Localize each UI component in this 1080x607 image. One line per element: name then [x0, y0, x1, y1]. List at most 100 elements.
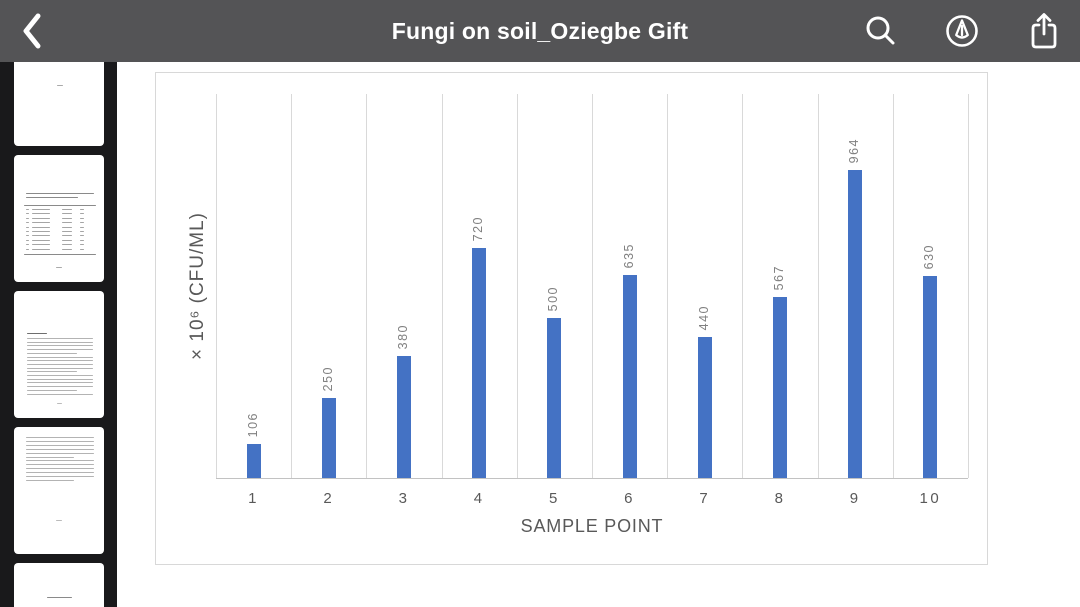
thumbnail-content-line [26, 393, 93, 395]
bar [547, 318, 562, 478]
gridline [366, 94, 368, 478]
thumbnail-content-line [25, 209, 29, 210]
bar-value-label: 635 [621, 242, 636, 268]
thumbnail-content-line [25, 460, 94, 462]
gridline [516, 94, 518, 478]
bar [472, 248, 487, 478]
thumbnail-content-line [26, 386, 93, 387]
thumbnail-content-line [26, 338, 93, 339]
thumbnail-content-line [25, 222, 29, 224]
gridline [592, 94, 593, 478]
x-axis-title: SAMPLE POINT [520, 516, 664, 536]
search-icon [866, 16, 895, 45]
bar [697, 337, 712, 478]
bar [397, 356, 411, 478]
thumbnail-content-line [56, 403, 62, 404]
page-thumbnail-text[interactable] [13, 427, 104, 554]
page-thumbnail-blank[interactable] [13, 563, 104, 607]
thumbnail-content-line [31, 226, 50, 228]
thumbnail-content-line [61, 244, 72, 246]
markup-pen-icon [946, 15, 978, 47]
bar-value-label: 106 [245, 411, 260, 437]
thumbnail-content-line [23, 254, 96, 255]
markup-button[interactable] [944, 11, 980, 51]
x-tick-label: 6 [624, 490, 636, 507]
thumbnail-content-line [79, 248, 84, 250]
thumbnail-content-line [25, 239, 29, 241]
navigation-bar: Fungi on soil_Oziegbe Gift [0, 0, 1080, 62]
gridline [291, 94, 293, 478]
bar-value-label: 720 [471, 215, 486, 241]
thumbnail-content-line [25, 231, 29, 232]
thumbnail-content-line [25, 440, 94, 442]
document-page-chart[interactable]: × 10⁶ (CFU/ML) SAMPLE POINT 106 1 250 2 380 3… [155, 72, 988, 565]
thumbnail-content-line [26, 371, 77, 373]
thumbnail-content-line [26, 382, 93, 384]
bar [848, 170, 863, 478]
thumbnail-content-line [31, 222, 50, 224]
gridline [817, 94, 819, 478]
thumbnail-content-line [26, 349, 93, 350]
x-tick-label: 10 [919, 490, 942, 507]
thumbnail-content-line [79, 226, 84, 228]
thumbnail-content-line [79, 244, 84, 246]
bar-value-label: 630 [922, 243, 937, 269]
thumbnail-content-line [31, 235, 50, 237]
thumbnail-content-line [31, 231, 50, 232]
thumbnail-content-line [31, 244, 50, 246]
document-viewer[interactable]: × 10⁶ (CFU/ML) SAMPLE POINT 106 1 250 2 380 3… [117, 62, 1080, 607]
thumbnail-content-line [56, 85, 63, 86]
thumbnail-content-line [79, 235, 84, 237]
thumbnail-content-line [61, 248, 72, 250]
thumbnail-content-line [55, 520, 62, 521]
bar [773, 297, 787, 478]
chevron-left-icon [23, 13, 41, 49]
thumbnail-content-line [79, 209, 84, 210]
thumbnail-content-line [26, 356, 93, 358]
bar [246, 444, 261, 478]
thumbnail-content-line [61, 209, 72, 210]
gridline [742, 94, 744, 478]
thumbnail-content-line [31, 248, 50, 250]
thumbnail-content-line [26, 352, 77, 354]
page-thumbnail-table[interactable] [13, 62, 104, 146]
bar-value-label: 380 [396, 323, 410, 349]
thumbnail-content-line [61, 235, 72, 237]
search-button[interactable] [862, 11, 898, 51]
thumbnail-content-line [25, 226, 29, 228]
gridline [441, 94, 443, 478]
thumbnail-content-line [26, 375, 93, 376]
page-thumbnail-text[interactable] [13, 291, 104, 418]
thumbnail-content-line [31, 213, 50, 215]
back-button[interactable] [12, 11, 52, 51]
x-tick-label: 7 [699, 490, 711, 507]
thumbnail-content-line [26, 360, 93, 362]
thumbnail-content-line [25, 248, 29, 250]
thumbnail-content-line [79, 217, 84, 219]
thumbnail-content-line [26, 367, 93, 369]
share-button[interactable] [1026, 11, 1062, 51]
thumbnail-content-line [61, 222, 72, 224]
bar-value-label: 964 [847, 137, 862, 163]
x-tick-label: 3 [398, 490, 410, 507]
bar-value-label: 500 [546, 285, 561, 311]
thumbnail-content-line [25, 472, 94, 473]
x-tick-label: 9 [849, 490, 861, 507]
thumbnail-sidebar[interactable] [0, 62, 117, 607]
page-thumbnail-table-caption[interactable] [13, 155, 104, 282]
bar-value-label: 250 [320, 365, 335, 391]
thumbnail-content-line [25, 452, 94, 454]
thumbnail-content-line [26, 341, 93, 343]
bar [622, 275, 637, 478]
thumbnail-content-line [25, 437, 94, 438]
gridline [216, 94, 217, 478]
thumbnail-content-line [79, 222, 84, 224]
thumbnail-content-line [23, 205, 96, 206]
thumbnail-content-line [79, 239, 84, 241]
thumbnail-content-line [61, 213, 72, 215]
gridline [892, 94, 894, 478]
thumbnail-content-line [25, 193, 94, 194]
thumbnail-content-line [61, 226, 72, 228]
thumbnail-content-line [25, 217, 29, 219]
thumbnail-content-line [25, 197, 78, 198]
